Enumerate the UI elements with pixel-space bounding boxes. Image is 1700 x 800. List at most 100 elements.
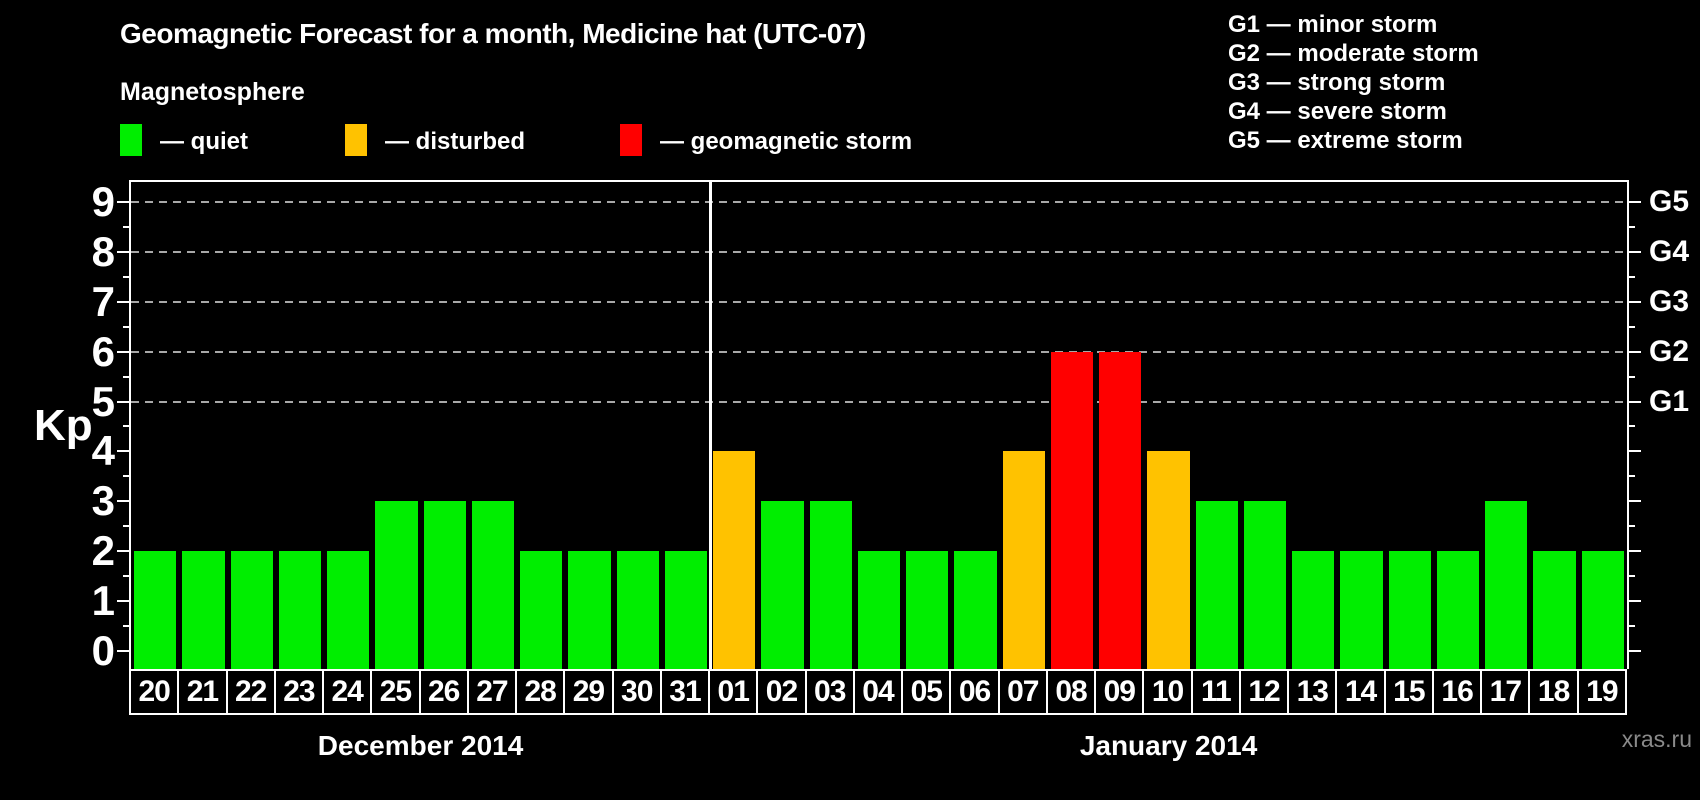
- kp-bar-day-14: [1340, 551, 1383, 669]
- right-axis-label-g2: G2: [1649, 334, 1690, 368]
- storm-scale-legend: G1 — minor storm G2 — moderate storm G3 …: [1228, 10, 1479, 155]
- right-minor-tick: [1627, 525, 1635, 528]
- kp-bar-day-29: [568, 551, 611, 669]
- date-cell-02: 02: [756, 669, 807, 715]
- left-minor-tick: [123, 275, 131, 278]
- right-minor-tick: [1627, 275, 1635, 278]
- month-label-december: December 2014: [317, 730, 524, 761]
- right-axis-label-g5: G5: [1649, 184, 1690, 218]
- right-minor-tick: [1627, 375, 1635, 378]
- kp-bar-day-24: [327, 551, 370, 669]
- left-minor-tick: [123, 525, 131, 528]
- disturbed-legend-label: — disturbed: [385, 128, 526, 155]
- date-cell-11: 11: [1190, 669, 1241, 715]
- y-axis-label-5: 5: [91, 377, 115, 425]
- left-major-tick-kp9: [117, 200, 131, 203]
- date-cell-09: 09: [1094, 669, 1145, 715]
- date-cell-30: 30: [611, 669, 662, 715]
- g5-legend-line: G5 — extreme storm: [1228, 127, 1463, 154]
- right-axis-label-g3: G3: [1649, 284, 1690, 318]
- gridline-kp9: [131, 200, 1627, 203]
- storm-legend-swatch: [620, 124, 642, 156]
- left-major-tick-kp3: [117, 500, 131, 503]
- left-minor-tick: [123, 325, 131, 328]
- kp-bar-day-05: [906, 551, 949, 669]
- gridline-kp8: [131, 250, 1627, 253]
- y-axis-label-9: 9: [91, 177, 115, 225]
- right-major-tick-kp0: [1627, 650, 1641, 652]
- date-cell-12: 12: [1238, 669, 1290, 715]
- y-axis-label-8: 8: [91, 227, 115, 275]
- y-axis-label-7: 7: [91, 277, 115, 325]
- kp-bar-day-04: [857, 551, 901, 669]
- right-major-tick-kp2: [1627, 550, 1641, 553]
- right-minor-tick: [1627, 425, 1635, 428]
- kp-bar-day-21: [182, 551, 225, 669]
- kp-bar-day-15: [1388, 551, 1431, 669]
- date-cell-06: 06: [949, 669, 1000, 715]
- left-major-tick-kp1: [117, 600, 131, 603]
- kp-bar-day-01: [713, 451, 756, 669]
- date-cell-01: 01: [708, 669, 759, 715]
- disturbed-legend-swatch: [345, 124, 367, 156]
- right-major-tick-kp6: [1627, 350, 1641, 353]
- g1-legend-line: G1 — minor storm: [1228, 11, 1438, 38]
- date-cell-13: 13: [1287, 669, 1338, 715]
- right-major-tick-kp9: [1627, 200, 1641, 203]
- kp-bar-day-10: [1147, 451, 1190, 669]
- kp-bar-day-19: [1581, 551, 1624, 669]
- left-major-tick-kp4: [117, 450, 131, 453]
- kp-bar-day-28: [520, 551, 563, 669]
- date-cell-28: 28: [515, 669, 566, 715]
- month-label-january: January 2014: [1079, 730, 1258, 761]
- kp-bar-day-02: [761, 501, 804, 669]
- left-major-tick-kp0: [117, 650, 131, 652]
- page-title: Geomagnetic Forecast for a month, Medici…: [120, 18, 866, 49]
- date-cell-31: 31: [659, 669, 711, 715]
- kp-bar-day-27: [471, 501, 515, 669]
- left-minor-tick: [123, 375, 131, 378]
- left-minor-tick: [123, 225, 131, 228]
- right-axis-label-g4: G4: [1649, 234, 1690, 268]
- date-cell-16: 16: [1431, 669, 1483, 715]
- y-axis-label-0: 0: [91, 627, 115, 674]
- kp-bar-day-20: [134, 551, 177, 669]
- right-minor-tick: [1627, 225, 1635, 228]
- legend-heading: Magnetosphere: [120, 78, 305, 106]
- y-axis-label-4: 4: [91, 427, 115, 475]
- date-cell-21: 21: [177, 669, 228, 715]
- kp-bar-day-06: [954, 551, 997, 669]
- right-major-tick-kp8: [1627, 250, 1641, 253]
- date-cell-27: 27: [466, 669, 518, 715]
- kp-bar-day-07: [1002, 451, 1045, 669]
- kp-bar-day-25: [375, 501, 418, 669]
- right-major-tick-kp7: [1627, 300, 1641, 303]
- y-axis-label-6: 6: [91, 327, 115, 375]
- date-cell-08: 08: [1045, 669, 1097, 715]
- right-major-tick-kp4: [1627, 450, 1641, 453]
- gridline-kp5: [131, 400, 1627, 403]
- date-cell-22: 22: [225, 669, 276, 715]
- date-cell-04: 04: [852, 669, 904, 715]
- right-major-tick-kp1: [1627, 600, 1641, 603]
- kp-bar-day-16: [1436, 551, 1480, 669]
- date-cell-18: 18: [1528, 669, 1579, 715]
- y-axis-title: Kp: [34, 401, 93, 451]
- month-separator-line: [709, 182, 713, 669]
- left-major-tick-kp8: [117, 250, 131, 253]
- g4-legend-line: G4 — severe storm: [1228, 98, 1447, 125]
- kp-bar-day-09: [1099, 351, 1142, 669]
- kp-bar-day-12: [1243, 501, 1287, 669]
- right-major-tick-kp3: [1627, 500, 1641, 503]
- left-minor-tick: [123, 625, 131, 628]
- watermark: xras.ru: [1621, 726, 1692, 752]
- right-axis-label-g1: G1: [1649, 384, 1690, 418]
- left-minor-tick: [123, 425, 131, 428]
- date-cell-24: 24: [322, 669, 373, 715]
- kp-bar-day-03: [809, 501, 852, 669]
- gridline-kp7: [131, 300, 1627, 303]
- y-axis-label-2: 2: [91, 527, 115, 575]
- kp-bar-day-08: [1050, 351, 1094, 669]
- kp-bar-day-26: [423, 501, 466, 669]
